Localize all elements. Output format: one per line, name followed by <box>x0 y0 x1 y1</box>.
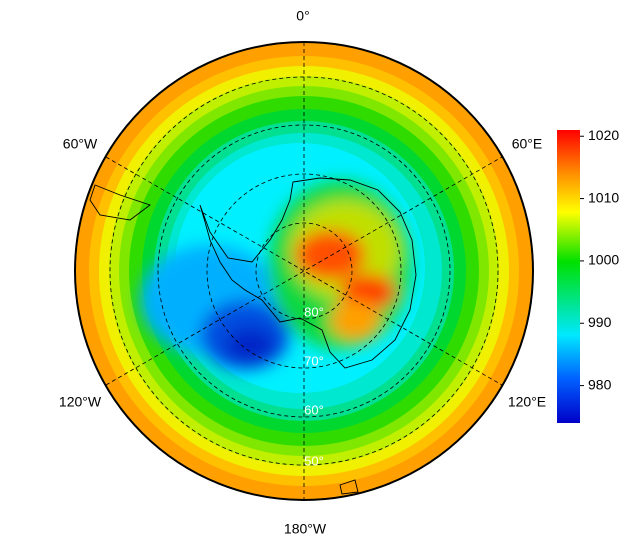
colorbar-ticks: 980 990 1000 1010 1020 <box>580 127 619 392</box>
graticule <box>105 42 503 500</box>
colorbar-tick-label: 980 <box>588 376 612 392</box>
colorbar-tick-label: 1000 <box>588 252 619 268</box>
colorbar <box>557 130 580 423</box>
longitude-label: 120°E <box>508 394 546 410</box>
coastline <box>89 177 417 495</box>
latitude-labels: 80° 70° 60° 50° <box>304 304 324 468</box>
colorbar-tick-label: 1010 <box>588 189 619 205</box>
longitude-label: 60°W <box>63 136 98 152</box>
pressure-field <box>75 42 533 500</box>
colorbar-tick-label: 1020 <box>588 127 619 143</box>
longitude-label: 60°E <box>512 136 543 152</box>
colorbar-tick-label: 990 <box>588 314 612 330</box>
latitude-label: 60° <box>304 402 324 417</box>
map-border <box>74 41 534 501</box>
longitude-label: 120°W <box>59 394 102 410</box>
longitude-labels: 0° 60°E 120°E 180°W 120°W 60°W <box>59 8 546 537</box>
longitude-label: 0° <box>296 8 309 24</box>
latitude-label: 50° <box>304 453 324 468</box>
latitude-label: 70° <box>304 353 324 368</box>
latitude-label: 80° <box>304 304 324 319</box>
longitude-label: 180°W <box>284 521 327 537</box>
